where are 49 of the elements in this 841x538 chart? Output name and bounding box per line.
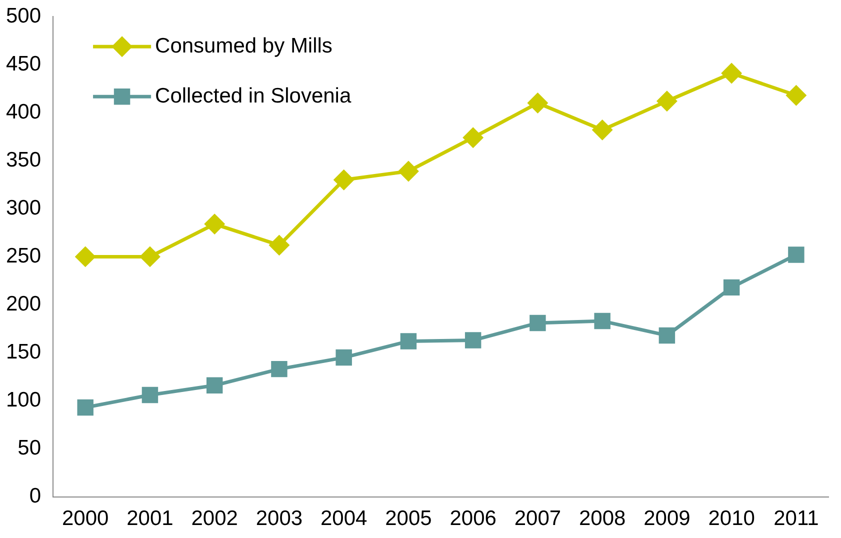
- point: [528, 93, 548, 113]
- x-tick-label: 2002: [191, 507, 238, 530]
- point: [592, 120, 612, 140]
- y-tick-label: 500: [6, 4, 42, 28]
- point: [788, 246, 804, 263]
- point: [722, 64, 742, 84]
- point: [398, 161, 418, 181]
- x-tick-label: 2004: [320, 507, 368, 530]
- x-tick-label: 2005: [385, 507, 432, 530]
- point: [269, 235, 289, 255]
- legend-label: Consumed by Mills: [155, 34, 332, 58]
- x-tick-label: 2009: [644, 507, 690, 530]
- x-tick-label: 2007: [514, 507, 562, 530]
- point: [657, 91, 677, 111]
- point: [204, 214, 224, 234]
- point: [400, 333, 417, 350]
- point: [140, 246, 160, 266]
- y-tick-label: 200: [6, 292, 42, 316]
- y-tick-label: 150: [6, 340, 42, 364]
- y-tick-label: 400: [6, 100, 42, 124]
- point: [142, 386, 158, 404]
- x-tick-label: 2001: [126, 507, 174, 530]
- legend-label: Collected in Slovenia: [155, 84, 352, 108]
- point: [786, 86, 806, 106]
- point: [530, 314, 546, 332]
- point: [271, 360, 288, 378]
- x-tick-label: 2000: [62, 507, 109, 530]
- y-tick-label: 350: [6, 148, 42, 172]
- y-tick-label: 450: [6, 52, 42, 76]
- y-tick-label: 100: [6, 388, 42, 412]
- x-tick-label: 2010: [708, 507, 755, 530]
- point: [658, 327, 676, 344]
- point: [464, 332, 482, 348]
- x-tick-label: 2003: [256, 507, 303, 530]
- y-tick-label: 300: [6, 196, 42, 220]
- x-tick-label: 2011: [774, 507, 819, 530]
- point: [77, 399, 94, 416]
- y-tick-label: 50: [18, 436, 42, 460]
- y-tick-label: 0: [29, 484, 42, 508]
- x-tick-label: 2006: [450, 507, 496, 530]
- point: [594, 312, 610, 330]
- point: [336, 349, 352, 366]
- point: [334, 170, 354, 190]
- point: [723, 279, 740, 296]
- point: [206, 377, 223, 394]
- point: [76, 246, 96, 266]
- point: [463, 128, 483, 148]
- x-tick-label: 2008: [578, 507, 626, 530]
- y-tick-label: 250: [6, 244, 42, 268]
